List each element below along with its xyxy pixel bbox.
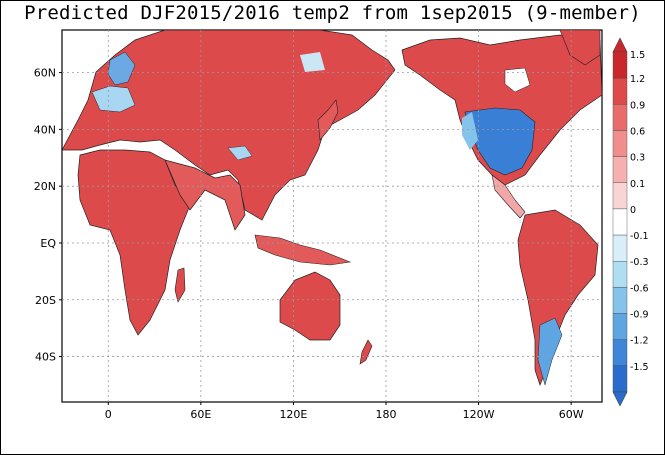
lat-label: 60N <box>34 67 56 80</box>
tibet-cool-anomaly <box>227 145 253 161</box>
lat-label: 40N <box>34 123 56 136</box>
central-america-landmass <box>491 174 526 219</box>
colorbar-swatch <box>612 130 628 157</box>
colorbar-swatch <box>612 51 628 79</box>
colorbar-label: -1.5 <box>630 362 649 373</box>
colorbar-label: 0.9 <box>630 100 645 111</box>
colorbar-label: -0.1 <box>630 231 649 242</box>
colorbar-swatch <box>612 313 628 340</box>
lon-label: 0 <box>105 408 112 421</box>
colorbar-swatch <box>612 208 628 236</box>
map-title: Predicted DJF2015/2016 temp2 from 1sep20… <box>24 2 641 24</box>
eurasia-landmass <box>62 30 396 221</box>
map-plot-area: 60N 40N 20N EQ 20S 40S 0 60E 120E 180 120W 60W <box>34 29 603 421</box>
colorbar-label: 0.1 <box>630 179 645 190</box>
latitude-labels: 60N 40N 20N EQ 20S 40S <box>34 67 62 364</box>
madagascar-landmass <box>174 267 186 303</box>
lon-label: 60W <box>559 408 584 421</box>
patagonia-cold-anomaly <box>537 317 563 386</box>
lon-label: 120W <box>463 408 495 421</box>
lat-label: 20S <box>35 294 56 307</box>
japan-landmass <box>317 99 339 141</box>
colorbar-swatch <box>612 77 628 105</box>
lon-label: 180 <box>376 408 397 421</box>
colorbar-label: 1.2 <box>630 74 645 85</box>
colorbar-swatch <box>612 104 628 131</box>
hudson-bay-water <box>504 67 531 93</box>
colorbar-label: -0.9 <box>630 310 649 321</box>
colorbar-swatch <box>612 182 628 210</box>
colorbar-swatch <box>612 365 628 393</box>
colorbar-label: -0.6 <box>630 283 649 294</box>
lat-label: 20N <box>34 180 56 193</box>
colorbar-swatch <box>612 261 628 288</box>
lon-label: 120E <box>279 408 307 421</box>
australia-landmass <box>279 271 341 341</box>
colorbar-swatch <box>612 234 628 262</box>
lat-label: EQ <box>40 237 56 250</box>
colorbar-label: 1.5 <box>630 50 645 61</box>
us-cold-anomaly <box>464 107 536 176</box>
colorbar-bottom-arrow <box>612 391 628 407</box>
colorbar-label: 0.3 <box>630 153 645 164</box>
new-zealand-landmass <box>359 339 373 365</box>
colorbar-swatch <box>612 287 628 314</box>
africa-landmass <box>77 149 191 336</box>
lat-label: 40S <box>35 351 56 364</box>
colorbar-swatch <box>612 339 628 367</box>
greenland-landmass <box>559 30 601 66</box>
colorbar-label: 0.6 <box>630 126 645 137</box>
scandinavia-cold-anomaly <box>107 51 136 86</box>
colorbar-label: 0 <box>630 205 636 216</box>
siberia-cool-anomaly <box>300 52 325 72</box>
colorbar-top-arrow <box>612 37 628 53</box>
colorbar-label: -0.3 <box>630 257 649 268</box>
western-europe-cool-anomaly <box>91 85 136 113</box>
arabia-india-landmass <box>164 159 246 231</box>
map-grid <box>62 30 602 402</box>
colorbar-label: -1.2 <box>630 336 649 347</box>
lon-label: 60E <box>190 408 211 421</box>
longitude-labels: 0 60E 120E 180 120W 60W <box>105 402 584 421</box>
us-west-cool-anomaly <box>462 112 478 150</box>
colorbar: 1.5 1.2 0.9 0.6 0.3 0.1 0 -0.1 -0.3 -0.6 -0.9 -1.2 -… <box>612 37 649 407</box>
colorbar-swatch <box>612 156 628 183</box>
